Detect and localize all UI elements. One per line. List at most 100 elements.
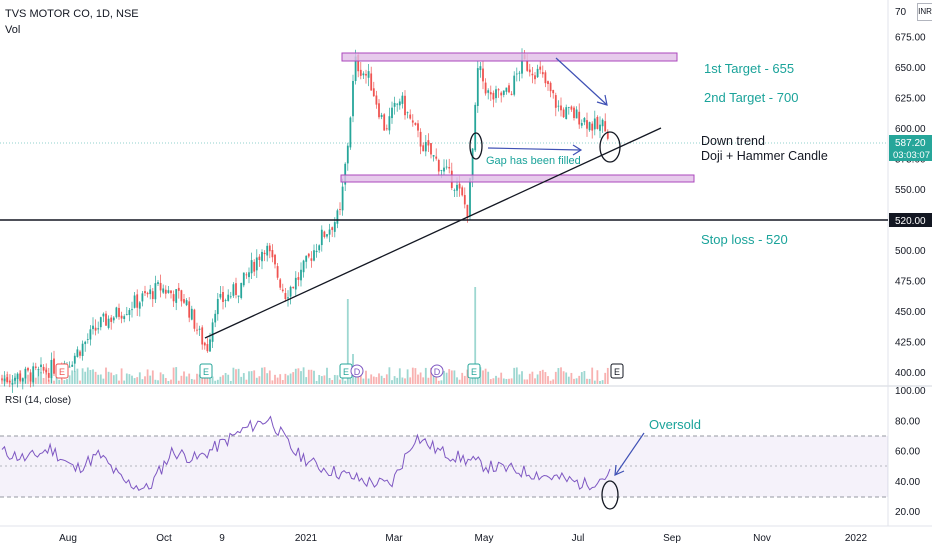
- dividend-marker[interactable]: [350, 364, 364, 378]
- volume-bar: [492, 378, 495, 384]
- volume-bar: [333, 374, 336, 384]
- candle-body: [388, 116, 391, 131]
- volume-bar: [601, 380, 604, 384]
- volume-bar: [302, 367, 305, 384]
- candle-body: [219, 293, 222, 298]
- candle-body: [307, 253, 310, 257]
- candle-body: [32, 366, 35, 383]
- candle-body: [255, 257, 258, 271]
- volume-bar: [261, 367, 263, 384]
- candle-body: [151, 291, 154, 300]
- volume-bar: [89, 369, 92, 384]
- price-tick-label: 675.00: [895, 33, 926, 44]
- candle-body: [424, 142, 427, 152]
- volume-bar: [141, 379, 144, 384]
- volume-bar: [183, 371, 185, 384]
- volume-bar: [474, 287, 477, 384]
- candle-body: [281, 289, 284, 292]
- event-label: E: [343, 367, 349, 377]
- candle-body: [318, 245, 321, 251]
- candle-body: [73, 355, 76, 364]
- time-tick-label: Sep: [663, 533, 681, 544]
- earnings-marker[interactable]: [467, 363, 481, 379]
- volume-bar: [502, 378, 505, 384]
- volume-bar: [567, 376, 570, 384]
- candle-body: [536, 68, 539, 78]
- volume-bar: [539, 370, 542, 384]
- candle-body: [206, 344, 209, 352]
- candle-body: [336, 210, 339, 224]
- candle-body: [242, 272, 245, 286]
- volume-bar: [245, 379, 248, 384]
- volume-bar: [549, 380, 552, 384]
- volume-bar: [34, 377, 37, 384]
- volume-bar: [463, 375, 466, 384]
- volume-bar: [128, 374, 131, 384]
- dividend-marker[interactable]: [430, 364, 444, 378]
- volume-bar: [380, 375, 383, 384]
- candle-body: [375, 95, 378, 105]
- candle-body: [196, 329, 198, 331]
- price-axis[interactable]: 675.00650.00625.00600.00575.00550.00525.…: [895, 33, 926, 380]
- volume-bar: [107, 371, 110, 384]
- volume-bar: [118, 380, 120, 384]
- candle-body: [432, 155, 435, 157]
- candle-body: [539, 66, 542, 70]
- candle-body: [21, 378, 24, 382]
- candle-body: [370, 73, 373, 91]
- earnings-marker[interactable]: [199, 363, 213, 379]
- trendline[interactable]: [204, 127, 662, 339]
- volume-bar: [385, 374, 388, 384]
- candle-body: [79, 351, 81, 356]
- candle-body: [190, 308, 193, 320]
- volume-bar: [357, 373, 360, 384]
- volume-bar: [440, 380, 443, 384]
- candle-body: [105, 313, 107, 326]
- price-pane[interactable]: [0, 0, 888, 385]
- candle-body: [310, 258, 313, 261]
- candle-body: [422, 145, 425, 152]
- volume-bar: [326, 367, 328, 384]
- support-zone[interactable]: [340, 174, 695, 183]
- volume-bar: [437, 380, 440, 384]
- candle-body: [162, 288, 165, 293]
- volume-bar: [367, 378, 370, 384]
- candle-body: [544, 72, 547, 84]
- volume-bar: [196, 373, 198, 384]
- volume-bar: [606, 367, 609, 384]
- candle-body: [349, 117, 352, 148]
- resistance-zone[interactable]: [341, 52, 678, 62]
- candle-body: [107, 318, 110, 328]
- candle-body: [461, 187, 464, 196]
- price-tick-label: 550.00: [895, 185, 926, 196]
- candle-body: [146, 292, 149, 295]
- volume-bar: [547, 376, 549, 384]
- candle-body: [328, 229, 331, 235]
- candle-body: [34, 366, 37, 368]
- candle-body: [263, 252, 266, 255]
- volume-bar: [203, 375, 206, 384]
- candle-body: [393, 102, 396, 107]
- volume-bar: [534, 378, 536, 384]
- candle-body: [271, 250, 274, 258]
- price-tick-label: 400.00: [895, 368, 926, 379]
- currency-badge[interactable]: INR: [917, 3, 932, 21]
- candle-body: [372, 88, 375, 97]
- candle-body: [357, 54, 360, 72]
- volume-bar: [42, 377, 45, 384]
- event-label: E: [614, 367, 620, 377]
- candle-body: [47, 372, 50, 378]
- stoploss-note: Stop loss - 520: [701, 232, 788, 247]
- stop-loss-value: 520.00: [895, 216, 926, 227]
- volume-bar: [86, 367, 89, 384]
- candle-body: [102, 313, 105, 317]
- earnings-marker[interactable]: [610, 363, 624, 379]
- volume-bar: [476, 373, 479, 384]
- rsi-axis[interactable]: 100.00 80.00 60.00 40.00 20.00: [895, 386, 926, 518]
- candle-body: [99, 317, 102, 328]
- earnings-marker[interactable]: [55, 363, 69, 379]
- time-axis[interactable]: Aug Oct 9 2021 Mar May Jul Sep Nov 2022: [59, 533, 867, 544]
- volume-bar: [419, 372, 422, 384]
- volume-bar: [263, 367, 266, 384]
